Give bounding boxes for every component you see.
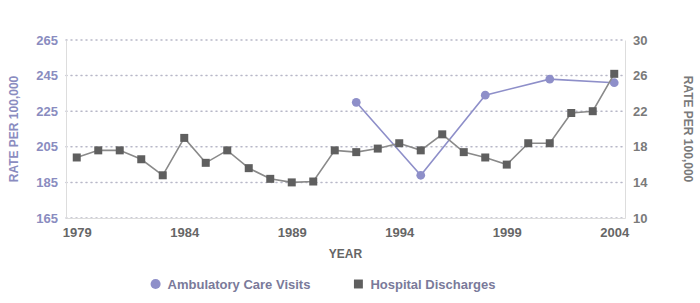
y-axis-title: RATE PER 100,000: [7, 75, 21, 182]
legend-item: Hospital Discharges: [354, 277, 495, 292]
tick-label: 22: [633, 104, 647, 119]
grid-line: [66, 146, 625, 148]
y2-axis: 10 14 18 22 26 30: [625, 33, 648, 226]
marker: [352, 148, 360, 156]
grid-line: [66, 75, 625, 77]
tick-label: 165: [36, 211, 58, 226]
marker: [545, 75, 554, 84]
legend-label: Hospital Discharges: [370, 277, 495, 292]
tick-label: 1994: [385, 225, 415, 240]
tick: 10: [625, 211, 647, 226]
tick-label: 265: [36, 33, 58, 48]
marker: [116, 146, 124, 154]
plot-area: [73, 70, 619, 187]
tick-label: 14: [633, 175, 648, 190]
marker: [481, 153, 489, 161]
tick: 26: [625, 68, 647, 83]
y-axis: 165 185 205 225 245 265: [36, 33, 66, 226]
tick: 205: [36, 139, 66, 154]
marker: [73, 153, 81, 161]
tick-label: 30: [633, 33, 647, 48]
legend-label: Ambulatory Care Visits: [168, 277, 311, 292]
series-line: [77, 74, 615, 183]
marker: [223, 146, 231, 154]
axis-line: [67, 218, 626, 219]
marker: [288, 178, 296, 186]
marker: [202, 159, 210, 167]
tick-label: 225: [36, 104, 58, 119]
tick-label: 26: [633, 68, 647, 83]
tick: 1999: [493, 218, 522, 240]
marker: [245, 164, 253, 172]
marker: [137, 155, 145, 163]
marker: [266, 175, 274, 183]
tick: 165: [36, 211, 66, 226]
marker: [180, 134, 188, 142]
axis-line: [66, 41, 67, 219]
tick: 1979: [63, 218, 92, 240]
tick-label: 1989: [278, 225, 307, 240]
marker: [309, 178, 317, 186]
tick: 1989: [278, 218, 307, 240]
grid-line: [66, 110, 625, 112]
tick: 2004: [600, 218, 630, 240]
marker: [331, 146, 339, 154]
marker: [481, 91, 490, 100]
legend: Ambulatory Care Visits Hospital Discharge…: [151, 277, 496, 292]
tick: 245: [36, 68, 66, 83]
marker: [416, 171, 425, 180]
tick-label: 18: [633, 139, 647, 154]
legend-symbol: [151, 279, 161, 289]
marker: [94, 146, 102, 154]
marker: [567, 109, 575, 117]
tick: 185: [36, 175, 66, 190]
marker: [352, 98, 361, 107]
tick: 18: [625, 139, 647, 154]
tick-label: 205: [36, 139, 58, 154]
legend-item: Ambulatory Care Visits: [151, 277, 311, 292]
tick-label: 1979: [63, 225, 92, 240]
grid-line: [66, 182, 625, 184]
tick: 22: [625, 104, 647, 119]
marker: [460, 148, 468, 156]
marker: [610, 70, 618, 78]
axis-line: [625, 41, 626, 219]
tick-label: 2004: [600, 225, 630, 240]
grid-line: [66, 217, 625, 219]
marker: [395, 139, 403, 147]
marker: [417, 146, 425, 154]
tick: 1984: [170, 218, 200, 240]
tick-label: 1999: [493, 225, 522, 240]
series-line: [356, 79, 614, 175]
tick: 225: [36, 104, 66, 119]
chart: 1979 1984 1989 1994 1999 2004 165 185 205 225 245 2…: [0, 0, 700, 303]
tick: 265: [36, 33, 66, 48]
marker: [589, 107, 597, 115]
tick: 30: [625, 33, 647, 48]
tick: 14: [625, 175, 648, 190]
tick-label: 185: [36, 175, 58, 190]
x-axis: 1979 1984 1989 1994 1999 2004: [63, 218, 630, 240]
x-axis-title: YEAR: [329, 247, 363, 261]
tick-label: 1984: [170, 225, 200, 240]
marker: [546, 139, 554, 147]
marker: [159, 171, 167, 179]
marker: [524, 139, 532, 147]
grid-line: [66, 39, 625, 41]
grid: [66, 40, 625, 218]
marker: [374, 145, 382, 153]
y2-axis-title: RATE PER 100,000: [681, 76, 695, 183]
tick-label: 245: [36, 68, 58, 83]
legend-symbol: [354, 280, 363, 289]
tick-label: 10: [633, 211, 647, 226]
marker: [503, 161, 511, 169]
tick: 1994: [385, 218, 415, 240]
marker: [438, 130, 446, 138]
